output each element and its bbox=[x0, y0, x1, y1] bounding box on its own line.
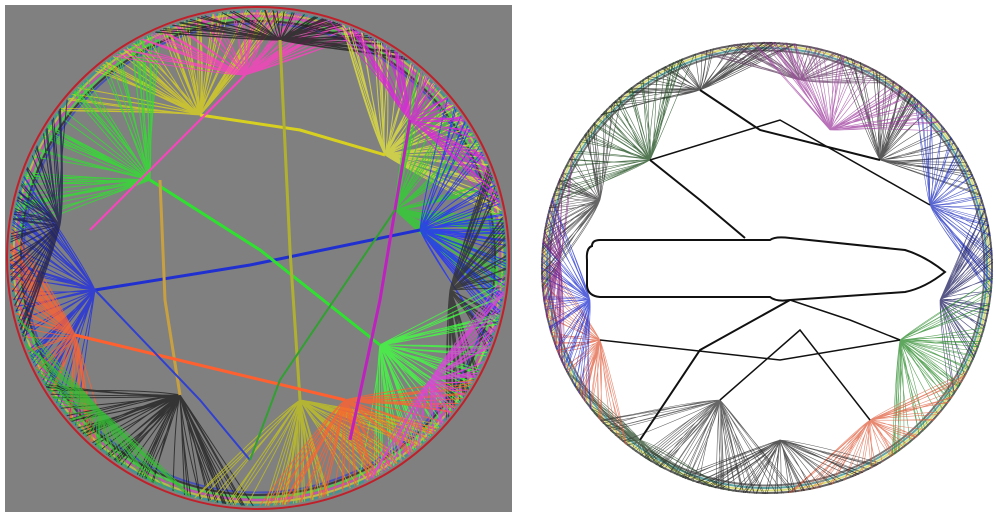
edge-fan bbox=[540, 152, 574, 369]
edge-fan bbox=[44, 384, 254, 507]
edge-bundle bbox=[149, 178, 381, 347]
edge-bundle bbox=[278, 39, 302, 401]
edge-bundle bbox=[639, 299, 791, 441]
right-empty-region bbox=[585, 236, 947, 302]
edge-fan bbox=[540, 197, 592, 410]
edge-fan bbox=[16, 316, 192, 498]
edge-fan bbox=[9, 225, 114, 460]
edge-bundle bbox=[158, 179, 182, 396]
edge-fan bbox=[939, 197, 994, 401]
edge-fan bbox=[837, 53, 982, 196]
edge-fan bbox=[788, 371, 969, 494]
edge-fan bbox=[341, 24, 504, 219]
right-bundled-graph bbox=[540, 41, 994, 495]
edge-bundle bbox=[719, 328, 871, 421]
edge-fan bbox=[11, 29, 162, 233]
edge-fan bbox=[364, 274, 506, 483]
edge-bundle bbox=[789, 299, 901, 341]
edge-bundle bbox=[94, 289, 251, 461]
edge-bundle bbox=[94, 228, 421, 292]
edge-fan bbox=[540, 94, 623, 289]
edge-fan bbox=[752, 41, 948, 133]
edge-fan bbox=[155, 9, 408, 61]
edge-bundle bbox=[348, 119, 412, 441]
edge-fan bbox=[9, 99, 68, 342]
edge-fan bbox=[445, 165, 507, 420]
edge-bundle bbox=[649, 119, 931, 206]
edge-bundle bbox=[599, 339, 901, 361]
edge-fan bbox=[357, 280, 506, 486]
edge-fan bbox=[548, 53, 695, 209]
edge-bundle bbox=[74, 333, 346, 402]
edge-fan bbox=[913, 96, 994, 298]
edge-bundle bbox=[249, 209, 396, 461]
rim-bundle bbox=[10, 10, 506, 506]
left-boundary bbox=[6, 6, 510, 510]
edge-bundle bbox=[199, 113, 386, 157]
edge-bundle bbox=[89, 74, 246, 231]
edge-fan bbox=[328, 20, 502, 210]
edge-bundle bbox=[649, 159, 746, 239]
edge-fan bbox=[9, 175, 96, 426]
edge-fan bbox=[599, 399, 797, 495]
edge-bundle bbox=[699, 89, 881, 161]
edge-fan bbox=[891, 277, 993, 457]
left-bundled-graph bbox=[9, 9, 507, 507]
edge-fan bbox=[419, 97, 507, 346]
